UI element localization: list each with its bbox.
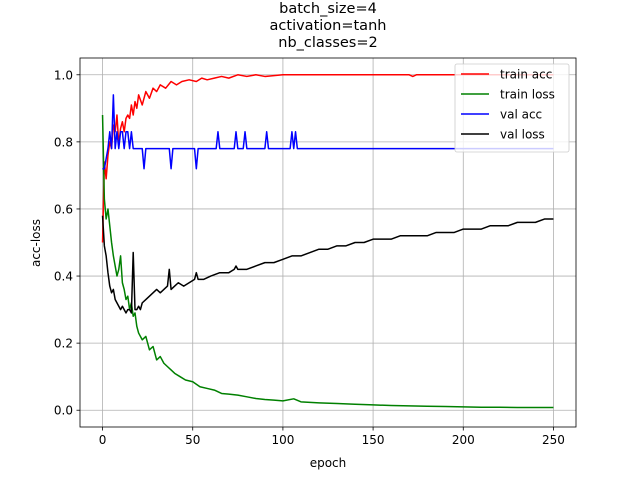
x-axis-label: epoch: [310, 456, 347, 470]
x-tick-label: 100: [271, 433, 294, 447]
plot-frame: [79, 57, 577, 428]
x-tick-label: 150: [362, 433, 385, 447]
series-line-train-loss: [101, 115, 554, 409]
x-tick-label: 250: [542, 433, 565, 447]
axes: 0 50 100 150 200 250 0.0 0.2 0.4 0.6 0.8 1.0: [54, 57, 577, 447]
y-tick-label: 1.0: [54, 68, 73, 82]
legend-label: val acc: [500, 108, 542, 122]
x-tick-label: 200: [452, 433, 475, 447]
y-axis-label: acc-loss: [29, 219, 43, 267]
x-tick-label: 0: [99, 433, 107, 447]
y-tick-label: 0.6: [54, 202, 73, 216]
legend: train acc train loss val acc val loss: [454, 63, 570, 153]
series-line-train-acc: [101, 74, 554, 243]
legend-box: [454, 63, 570, 153]
chart-title-line-2: activation=tanh: [270, 18, 387, 34]
series-line-val-acc: [102, 94, 554, 170]
chart-title-line-1: batch_size=4: [279, 1, 377, 17]
legend-label: val loss: [500, 128, 545, 142]
y-tick-label: 0.2: [54, 337, 73, 351]
y-tick-label: 0.4: [54, 270, 73, 284]
legend-label: train loss: [500, 88, 555, 102]
y-tick-label: 0.8: [54, 135, 73, 149]
x-tick-label: 50: [185, 433, 200, 447]
chart-title-line-3: nb_classes=2: [278, 35, 378, 51]
legend-label: train acc: [500, 68, 552, 82]
series-lines: [101, 74, 554, 409]
y-tick-label: 0.0: [54, 404, 73, 418]
series-line-val-loss: [101, 215, 554, 314]
